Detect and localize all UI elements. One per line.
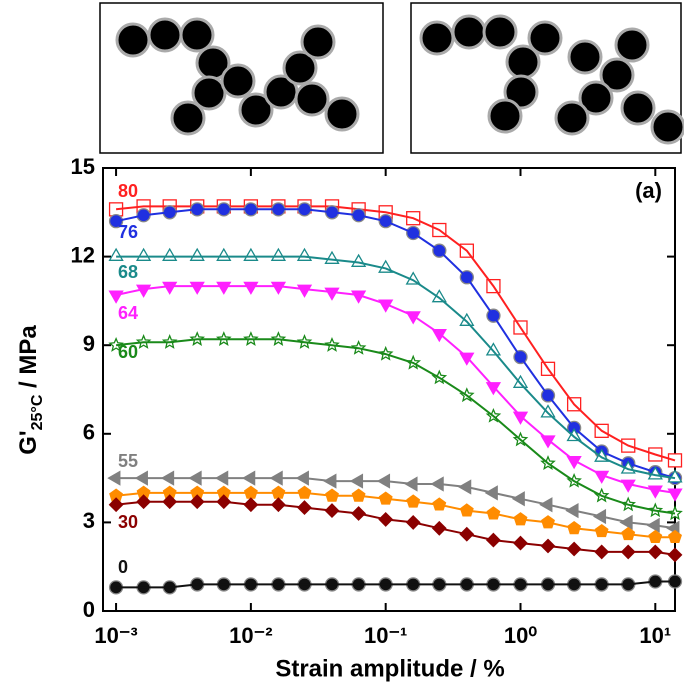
- plot-frame: [102, 167, 676, 612]
- y-tick-label: 0: [83, 597, 95, 622]
- fit-line: [115, 491, 675, 539]
- fit-line: [116, 580, 675, 589]
- y-tick-label: 9: [83, 331, 95, 356]
- series-label: 0: [118, 557, 128, 577]
- marker: [459, 352, 475, 366]
- marker: [108, 247, 124, 261]
- marker: [485, 382, 502, 396]
- marker: [485, 342, 502, 356]
- y-tick-label: 12: [71, 242, 95, 267]
- marker: [296, 284, 313, 298]
- schematic: [99, 2, 684, 154]
- marker: [540, 435, 556, 449]
- fit-line: [116, 255, 676, 480]
- series-label: 76: [118, 222, 138, 242]
- marker: [647, 485, 663, 499]
- marker: [189, 247, 205, 261]
- marker: [324, 287, 340, 301]
- series-label: 80: [118, 181, 138, 201]
- marker: [667, 469, 683, 483]
- fit-line: [116, 477, 676, 530]
- marker: [270, 281, 287, 295]
- series-label: 30: [118, 512, 138, 532]
- marker: [296, 247, 313, 261]
- schematic-box: [99, 2, 384, 154]
- y-tick-label: 15: [71, 154, 95, 179]
- marker: [459, 312, 475, 326]
- marker: [108, 290, 124, 304]
- fit-line: [115, 500, 676, 556]
- marker: [512, 411, 529, 425]
- x-tick-label: 10¹: [639, 623, 671, 648]
- marker: [216, 281, 232, 295]
- y-tick-label: 6: [83, 420, 95, 445]
- marker: [350, 253, 367, 267]
- marker: [135, 247, 152, 261]
- y-title-unit: / MPa: [15, 325, 42, 395]
- marker: [667, 488, 683, 502]
- marker: [108, 214, 124, 229]
- marker: [189, 281, 205, 295]
- marker: [243, 281, 259, 295]
- marker: [162, 281, 178, 295]
- fit-line: [115, 205, 676, 462]
- fit-line: [115, 208, 676, 480]
- series-label: 64: [118, 303, 138, 323]
- x-tick-label: 10⁻¹: [364, 623, 407, 648]
- x-axis-title: Strain amplitude / %: [275, 655, 504, 682]
- fit-line: [115, 338, 676, 515]
- marker: [540, 404, 556, 418]
- marker: [216, 247, 232, 261]
- y-tick-label: 3: [83, 508, 95, 533]
- marker: [270, 247, 287, 261]
- x-tick-label: 10⁻³: [94, 623, 137, 648]
- y-title-main: G': [15, 430, 42, 454]
- schematic-box: [410, 2, 682, 154]
- series-label: 60: [118, 342, 138, 362]
- y-title-sub: 25°C: [29, 394, 46, 430]
- series-label: 68: [118, 262, 138, 282]
- marker: [431, 289, 447, 303]
- series-label: 55: [118, 451, 138, 471]
- x-tick-label: 10⁰: [504, 623, 537, 648]
- x-tick-label: 10⁻²: [229, 623, 272, 648]
- particles: [115, 14, 684, 145]
- marker: [162, 247, 178, 261]
- y-axis-title: G'25°C / MPa: [15, 325, 46, 455]
- marker: [324, 250, 340, 264]
- fit-line: [115, 285, 676, 494]
- marker: [512, 374, 529, 388]
- annotation: (a): [635, 178, 662, 203]
- marker: [243, 247, 259, 261]
